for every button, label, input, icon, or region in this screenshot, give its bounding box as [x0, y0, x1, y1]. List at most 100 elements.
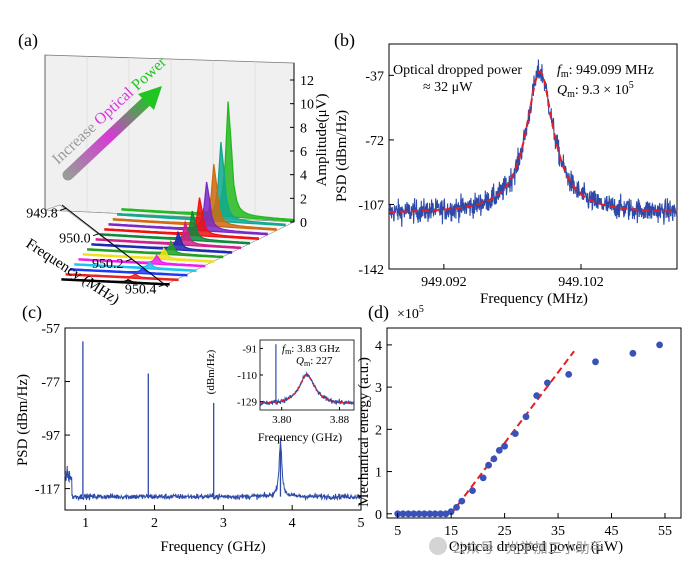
data-point	[447, 508, 455, 516]
panel-c-x-label: Frequency (GHz)	[160, 539, 265, 555]
fm-sub: m	[561, 69, 569, 80]
panel-b-label: (b)	[334, 30, 355, 51]
panel-a-z-label: Amplitude(μV)	[314, 93, 330, 186]
qm-exp: 5	[629, 80, 634, 91]
data-point	[469, 487, 476, 494]
data-point	[410, 510, 418, 518]
fm-symbol: f	[557, 63, 563, 78]
measured-psd-trace	[388, 59, 678, 227]
panel-d-data	[394, 341, 663, 518]
panel-b-qm: Qm: 9.3 × 105	[557, 80, 634, 100]
data-point	[522, 413, 530, 421]
x-tick-label: 3	[220, 516, 227, 531]
watermark-icon	[429, 537, 447, 555]
panel-c-ticks: -57 -77 -97 -117 1 2 3 4 5	[35, 322, 365, 531]
panel-a-curves	[61, 101, 295, 286]
y-tick-label: 3	[375, 381, 382, 396]
x-tick	[60, 207, 67, 211]
psd-trace	[64, 442, 362, 502]
inset-qm: Qm: 227	[296, 355, 333, 368]
y-tick-label: -117	[35, 483, 60, 498]
inset-fit	[260, 374, 354, 404]
inset-x-tick-label: 3.88	[330, 414, 350, 426]
data-point	[656, 341, 663, 349]
waterfall-series-6	[82, 246, 215, 263]
data-point	[415, 510, 423, 518]
x-tick	[92, 233, 100, 237]
data-point	[544, 379, 551, 387]
data-point	[511, 430, 519, 437]
inset-x-label: Frequency (GHz)	[258, 430, 342, 444]
panel-d-frame	[386, 327, 682, 519]
x-tick-label: 45	[605, 524, 619, 539]
inset-qm-symbol: Q	[296, 355, 304, 367]
inset-y-tick-label: -110	[237, 370, 257, 382]
data-point	[629, 349, 637, 357]
panel-c-data	[64, 341, 362, 502]
inset-fm-sub: m	[285, 347, 292, 356]
watermark: 公众号 · 光学加工小助手	[429, 537, 604, 557]
data-point	[533, 392, 541, 399]
inset-y-tick-label: -91	[242, 343, 257, 355]
panel-b-y-label: PSD (dBm/Hz)	[334, 110, 350, 202]
inset-data	[259, 344, 355, 407]
inset-y-tick-label: -129	[237, 397, 258, 409]
z-tick-label: 8	[300, 121, 307, 136]
waterfall-series-5	[78, 254, 206, 268]
x-tick-label: 2	[151, 516, 158, 531]
x-tick-label: 4	[289, 516, 296, 531]
panel-a-arrow	[62, 92, 156, 181]
x-tick-label: 55	[658, 524, 672, 539]
y-tick-label: -57	[41, 322, 60, 337]
inset-qm-value: : 227	[310, 355, 333, 367]
data-point	[565, 371, 573, 378]
panel-a-x-axis	[61, 204, 169, 288]
y-tick-label: 1	[375, 466, 382, 481]
x-tick-label: 950.4	[125, 283, 157, 298]
waterfall-series-2	[65, 273, 179, 282]
fm-value: : 949.099 MHz	[569, 63, 654, 78]
panel-b-ticks: -37 -72 -107 -142 949.092 949.102	[358, 69, 603, 290]
data-point	[592, 358, 599, 366]
qm-symbol: Q	[557, 83, 567, 98]
data-point	[426, 510, 434, 518]
panel-b: (b) -37 -72 -107 -142 949.092 949.102 Frequen…	[334, 30, 678, 307]
waterfall-series-3	[69, 267, 188, 277]
z-tick-label: 0	[300, 216, 307, 231]
x-tick-label: 949.8	[26, 206, 57, 221]
data-point	[458, 497, 466, 505]
panel-b-data	[388, 59, 678, 227]
data-point	[479, 474, 487, 482]
data-point	[421, 510, 428, 518]
x-tick-label: 949.092	[421, 275, 467, 290]
panel-b-x-label: Frequency (MHz)	[480, 291, 588, 307]
panel-b-annotation-value: ≈ 32 μW	[423, 80, 473, 95]
x-tick-label: 15	[444, 524, 458, 539]
data-point	[490, 455, 498, 463]
panel-a-arrow-head	[138, 86, 162, 110]
y-tick-label: -72	[365, 134, 384, 149]
x-tick-label: 5	[358, 516, 365, 531]
z-tick-label: 2	[300, 192, 307, 207]
x-tick-label: 5	[394, 524, 401, 539]
y-tick-label: 2	[375, 423, 382, 438]
panel-a-grid	[86, 56, 256, 220]
panel-c-label: (c)	[22, 302, 42, 323]
inset-fm-value: : 3.83 GHz	[291, 343, 340, 355]
data-point	[501, 442, 508, 450]
panel-d-x-label: Optical dropped power (μW)	[449, 539, 623, 555]
panel-b-annotation-power: Optical dropped power	[393, 63, 522, 78]
y-tick-label: -107	[358, 198, 384, 213]
data-point	[495, 447, 503, 454]
x-tick	[158, 284, 165, 288]
data-point	[431, 510, 439, 518]
lorentzian-fit	[389, 70, 678, 213]
panel-d-label: (d)	[368, 302, 389, 323]
data-point	[405, 510, 412, 518]
watermark-text: 公众号 · 光学加工小助手	[452, 541, 604, 557]
x-tick-label: 950.0	[59, 232, 91, 247]
multiplier-exp: 5	[419, 304, 424, 315]
x-tick-label: 35	[551, 524, 565, 539]
